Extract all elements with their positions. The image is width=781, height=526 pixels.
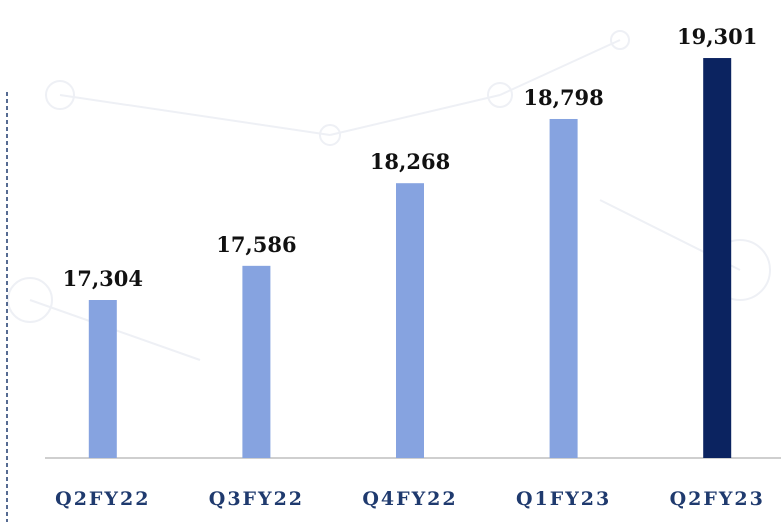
x-tick-label: Q2FY23 [670, 488, 765, 510]
value-label: 17,586 [216, 232, 296, 257]
value-label: 19,301 [677, 24, 757, 49]
bar [703, 58, 732, 458]
background-pattern [7, 30, 771, 361]
value-label: 18,798 [523, 85, 603, 110]
x-tick-label: Q1FY23 [516, 488, 611, 510]
bar [396, 183, 424, 458]
x-tick-label: Q2FY22 [55, 488, 150, 510]
value-label: 17,304 [63, 266, 143, 291]
x-tick-label: Q4FY22 [362, 488, 457, 510]
bar [88, 300, 117, 458]
bar [549, 118, 578, 459]
bar [242, 265, 271, 458]
value-label: 18,268 [370, 149, 450, 174]
x-tick-label: Q3FY22 [209, 488, 304, 510]
